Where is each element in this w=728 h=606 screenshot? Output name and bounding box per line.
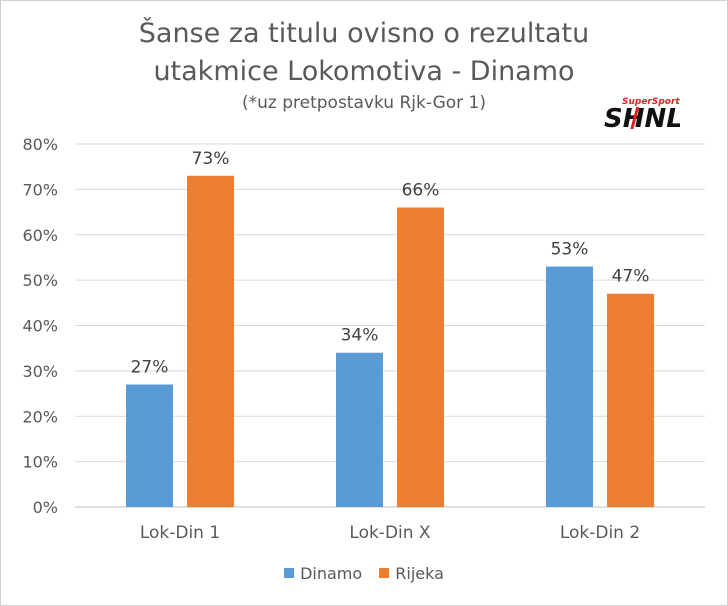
legend: Dinamo Rijeka (0, 563, 728, 583)
bar-rijeka (607, 293, 654, 507)
bar-rijeka (397, 207, 444, 507)
chart-subtitle: (*uz pretpostavku Rjk-Gor 1) (241, 93, 486, 113)
bar-dinamo (336, 352, 383, 507)
logo-accent-bar (630, 107, 640, 129)
data-label-rijeka: 73% (192, 149, 230, 169)
legend-label-rijeka: Rijeka (395, 563, 444, 583)
data-label-rijeka: 66% (402, 181, 440, 201)
x-tick-label: Lok-Din X (349, 523, 431, 543)
legend-item-rijeka: Rijeka (379, 564, 444, 583)
legend-swatch-rijeka (379, 568, 390, 578)
logo-brand-big: SHNL (604, 104, 680, 133)
y-tick-label: 60% (22, 226, 58, 245)
y-tick-label: 0% (33, 498, 58, 517)
data-labels: 27% 73% 34% 66% 53% 47% (131, 149, 650, 378)
bar-rijeka (187, 175, 234, 507)
y-tick-label: 20% (22, 407, 58, 426)
legend-swatch-dinamo (284, 568, 295, 578)
chart-title-line-1: Šanse za titulu ovisno o rezultatu (138, 18, 590, 49)
y-axis-tick-labels: 0% 10% 20% 30% 40% 50% 60% 70% 80% (22, 135, 58, 517)
bar-dinamo (546, 266, 593, 507)
x-tick-label: Lok-Din 2 (560, 523, 640, 543)
y-tick-label: 10% (22, 453, 58, 472)
logo-brand-small: SuperSport (622, 97, 680, 107)
x-tick-label: Lok-Din 1 (140, 523, 220, 543)
y-tick-label: 30% (22, 362, 58, 381)
y-tick-label: 70% (22, 180, 58, 199)
bar-dinamo (126, 384, 173, 507)
data-label-rijeka: 47% (612, 267, 650, 287)
bars (126, 175, 654, 507)
chart-title-line-2: utakmice Lokomotiva - Dinamo (153, 56, 575, 87)
x-axis-tick-labels: Lok-Din 1 Lok-Din X Lok-Din 2 (140, 523, 640, 543)
legend-label-dinamo: Dinamo (300, 563, 363, 583)
y-tick-label: 80% (22, 135, 58, 154)
supersport-hnl-logo: SuperSport SHNL (604, 97, 680, 133)
grid-lines (75, 143, 705, 508)
data-label-dinamo: 34% (341, 326, 379, 346)
y-tick-label: 50% (22, 271, 58, 290)
legend-item-dinamo: Dinamo (284, 564, 362, 583)
y-tick-label: 40% (22, 317, 58, 336)
data-label-dinamo: 53% (551, 240, 589, 260)
data-label-dinamo: 27% (131, 357, 169, 377)
